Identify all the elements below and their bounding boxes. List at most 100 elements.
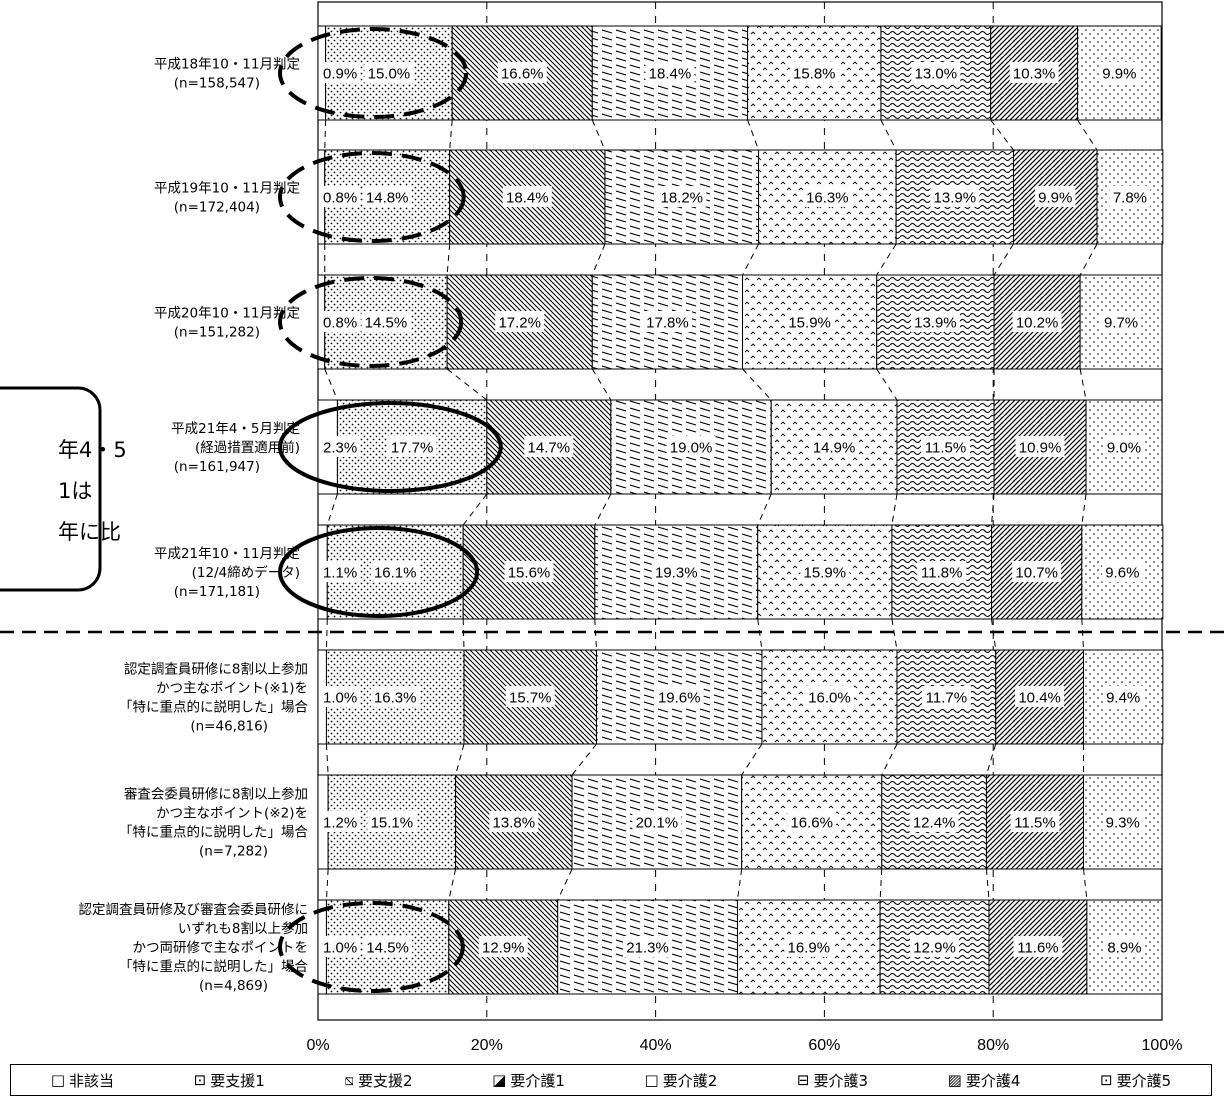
- connector-line: [592, 369, 611, 400]
- value-label: 14.5%: [365, 315, 408, 332]
- category-label: (n=172,404): [174, 200, 260, 216]
- category-label: (n=171,181): [174, 584, 260, 600]
- connector-line: [986, 869, 989, 900]
- value-label: 15.1%: [371, 815, 414, 832]
- value-label: 15.9%: [804, 565, 847, 582]
- legend-swatch-icon: ⊡: [194, 1071, 207, 1089]
- legend-label: 要介護5: [1117, 1070, 1172, 1091]
- legend-item: ⊟ 要介護3: [797, 1070, 868, 1091]
- connector-line: [1084, 869, 1087, 900]
- legend-label: 要介護1: [510, 1070, 565, 1091]
- callout-line-2: 1は: [58, 479, 92, 503]
- value-label: 9.7%: [1104, 315, 1138, 332]
- value-label: 11.8%: [921, 565, 962, 582]
- value-label: 16.6%: [501, 66, 544, 83]
- category-label: 審査会委員研修に8割以上参加: [124, 786, 308, 803]
- connector-line: [592, 244, 605, 275]
- value-label: 17.8%: [646, 315, 689, 332]
- legend-item: ◪ 要介護1: [492, 1070, 565, 1091]
- value-label: 0.9%: [323, 66, 357, 83]
- value-label: 13.9%: [914, 315, 957, 332]
- connector-line: [882, 744, 897, 775]
- connector-line: [326, 744, 328, 775]
- value-label: 16.0%: [808, 690, 851, 707]
- connector-line: [892, 494, 897, 525]
- connector-line: [572, 744, 596, 775]
- value-label: 18.2%: [660, 190, 703, 207]
- connector-line: [558, 869, 572, 900]
- legend-swatch-icon: ⧅: [344, 1071, 354, 1089]
- x-tick-label: 100%: [1142, 1037, 1183, 1054]
- value-label: 14.5%: [366, 940, 409, 957]
- category-label: (n=161,947): [174, 459, 260, 475]
- value-label: 15.9%: [788, 315, 831, 332]
- value-label: 16.6%: [790, 815, 833, 832]
- category-label: かつ両研修で主なポイントを: [133, 940, 309, 956]
- value-label: 9.3%: [1106, 815, 1140, 832]
- value-label: 9.0%: [1107, 440, 1141, 457]
- value-label: 18.4%: [506, 190, 549, 207]
- legend-label: 要支援1: [210, 1070, 265, 1091]
- value-label: 1.0%: [323, 690, 357, 707]
- value-label: 1.1%: [323, 565, 357, 582]
- value-label: 9.4%: [1106, 690, 1140, 707]
- category-label: いずれも8割以上参加: [178, 920, 308, 937]
- connector-line: [449, 869, 456, 900]
- value-label: 15.0%: [368, 66, 411, 83]
- connector-line: [758, 619, 762, 650]
- value-label: 13.9%: [934, 190, 977, 207]
- value-label: 19.0%: [670, 440, 713, 457]
- category-label: (n=46,816): [190, 719, 268, 735]
- value-label: 10.7%: [1015, 565, 1058, 582]
- category-label: 「特に重点的に説明した」場合: [119, 959, 308, 975]
- connector-line: [877, 369, 897, 400]
- value-label: 16.3%: [374, 690, 417, 707]
- value-label: 9.9%: [1038, 190, 1072, 207]
- category-label: かつ主なポイント(※1)を: [156, 681, 308, 697]
- value-label: 16.1%: [374, 565, 417, 582]
- legend-item: ▨ 要介護4: [948, 1070, 1021, 1091]
- value-label: 21.3%: [626, 940, 669, 957]
- connector-line: [1078, 120, 1097, 150]
- value-label: 0.8%: [323, 315, 357, 332]
- legend-item: □ 要介護2: [645, 1070, 718, 1091]
- legend-swatch-icon: ◪: [492, 1071, 506, 1089]
- value-label: 11.5%: [1014, 815, 1055, 832]
- value-label: 19.6%: [658, 690, 701, 707]
- x-tick-label: 40%: [640, 1037, 672, 1054]
- legend-item: ⊡ 要介護5: [1100, 1070, 1171, 1091]
- connector-line: [447, 244, 450, 275]
- category-label: 「特に重点的に説明した」場合: [119, 700, 308, 716]
- value-label: 0.8%: [323, 190, 357, 207]
- connector-line: [881, 120, 896, 150]
- category-label: 「特に重点的に説明した」場合: [119, 825, 308, 841]
- connector-line: [327, 494, 337, 525]
- value-label: 12.9%: [482, 940, 525, 957]
- legend-label: 要介護4: [966, 1070, 1021, 1091]
- value-label: 7.8%: [1113, 190, 1147, 207]
- connector-line: [737, 869, 741, 900]
- x-tick-label: 20%: [471, 1037, 503, 1054]
- connector-line: [456, 744, 464, 775]
- connector-line: [1082, 619, 1084, 650]
- connector-line: [592, 120, 605, 150]
- connector-line: [463, 619, 464, 650]
- category-label: (n=151,282): [174, 325, 260, 341]
- category-label: 平成19年10・11月判定: [154, 181, 300, 197]
- value-label: 10.3%: [1013, 66, 1056, 83]
- value-label: 17.7%: [391, 440, 434, 457]
- value-label: 10.4%: [1018, 690, 1061, 707]
- category-label: (n=7,282): [199, 844, 268, 860]
- value-label: 20.1%: [636, 815, 679, 832]
- value-label: 9.6%: [1105, 565, 1139, 582]
- legend-label: 非該当: [69, 1070, 114, 1091]
- value-label: 12.9%: [913, 940, 956, 957]
- connector-line: [595, 619, 597, 650]
- category-label: (12/4締めデータ): [192, 564, 300, 581]
- category-label: 平成18年10・11月判定: [154, 57, 300, 73]
- connector-line: [994, 244, 1013, 275]
- value-label: 14.7%: [528, 440, 571, 457]
- connector-line: [1080, 244, 1097, 275]
- connector-line: [447, 369, 487, 400]
